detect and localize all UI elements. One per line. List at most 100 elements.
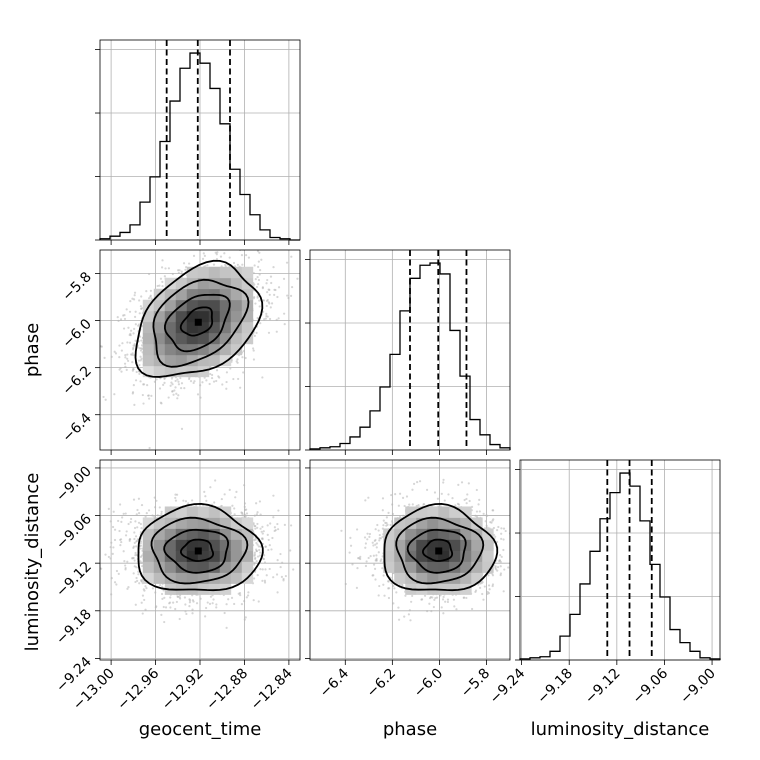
density-body — [100, 250, 299, 450]
density-cell — [175, 277, 188, 290]
density-cell — [175, 517, 188, 529]
density-cell — [219, 288, 232, 301]
contour-level — [179, 306, 214, 337]
density-cell — [427, 572, 439, 584]
density-cell — [164, 299, 177, 312]
density-cell — [153, 365, 166, 378]
density-cell — [153, 528, 166, 540]
density-cell — [208, 583, 221, 595]
density-cell — [208, 266, 221, 279]
density-cell — [208, 539, 221, 551]
density-cell — [164, 561, 177, 573]
density-cell — [142, 365, 155, 378]
density-cell — [230, 310, 243, 323]
density-cell — [175, 365, 188, 378]
density-cell — [416, 572, 428, 584]
density-cell — [142, 550, 155, 562]
density-cell — [230, 288, 243, 301]
density-cell — [427, 561, 439, 573]
y-axis-label-luminosity-distance: luminosity_distance — [22, 473, 43, 652]
density-cell — [208, 277, 221, 290]
density-cell — [164, 528, 177, 540]
density-cell — [449, 539, 461, 551]
density-cell — [197, 332, 210, 345]
density-cell — [241, 528, 254, 540]
density-cell — [208, 550, 221, 562]
contour-level — [164, 293, 231, 353]
density-cell — [153, 321, 166, 334]
density-cell — [438, 539, 450, 551]
density-cell — [405, 506, 417, 518]
density-cell — [427, 506, 439, 518]
density-cell — [230, 266, 243, 279]
density-cell — [416, 506, 428, 518]
contour-level — [134, 259, 264, 378]
scatter-panel-geocent-time-vs-luminosity-distance: −13.00−12.96−12.92−12.88−12.84−9.24−9.18… — [53, 459, 301, 714]
density-cell — [482, 550, 494, 562]
density-cell — [394, 572, 406, 584]
density-cell — [219, 528, 232, 540]
density-cell — [471, 539, 483, 551]
density-cell — [416, 539, 428, 551]
density-peak — [194, 547, 202, 555]
contour-level — [422, 538, 454, 562]
density-cell — [383, 539, 395, 551]
density-cell — [186, 266, 199, 279]
x-axis-label-phase: phase — [383, 719, 437, 740]
density-cell — [142, 321, 155, 334]
density-cell — [197, 528, 210, 540]
x-axis-label-luminosity-distance: luminosity_distance — [531, 719, 710, 740]
density-cell — [208, 506, 221, 518]
density-cell — [438, 550, 450, 562]
density-cell — [153, 539, 166, 551]
density-cell — [405, 561, 417, 573]
density-cell — [427, 528, 439, 540]
histogram-steps — [309, 262, 511, 450]
density-cell — [471, 550, 483, 562]
density-cell — [175, 332, 188, 345]
x-gridlines — [110, 40, 290, 240]
histogram-steps — [519, 472, 721, 660]
density-cell — [208, 310, 221, 323]
density-cell — [449, 506, 461, 518]
density-cell — [241, 310, 254, 323]
density-cell — [394, 561, 406, 573]
density-cell — [208, 343, 221, 356]
density-cell — [219, 343, 232, 356]
contour-level — [152, 278, 250, 368]
density-cell — [427, 550, 439, 562]
x-gridlines — [344, 250, 487, 450]
density-cell — [230, 277, 243, 290]
density-peak — [194, 318, 202, 326]
density-cell — [471, 572, 483, 584]
density-cell — [197, 343, 210, 356]
density-cell — [197, 506, 210, 518]
density-cell — [438, 517, 450, 529]
contour-level — [180, 538, 215, 562]
density-cell — [438, 506, 450, 518]
x-tick-label: −12.88 — [203, 666, 251, 714]
y-tick-label: −9.06 — [53, 511, 95, 553]
scatter-frame — [99, 459, 301, 661]
density-cell — [153, 517, 166, 529]
density-cell — [230, 343, 243, 356]
x-axis-label-geocent-time: geocent_time — [139, 719, 262, 740]
density-cell — [241, 321, 254, 334]
density-cell — [186, 539, 199, 551]
density-cell — [405, 528, 417, 540]
density-cell — [241, 561, 254, 573]
density-cell — [175, 528, 188, 540]
hist-gridlines — [520, 469, 720, 661]
density-cell — [186, 517, 199, 529]
y-tick-label: −5.8 — [59, 269, 94, 304]
histogram-steps — [99, 52, 300, 241]
histogram-panel-geocent-time — [95, 39, 301, 245]
density-cell — [153, 550, 166, 562]
density-cell — [197, 321, 210, 334]
density-cell — [241, 517, 254, 529]
density-cell — [164, 365, 177, 378]
density-cell — [460, 561, 472, 573]
density-cell — [153, 572, 166, 584]
density-cell — [153, 332, 166, 345]
